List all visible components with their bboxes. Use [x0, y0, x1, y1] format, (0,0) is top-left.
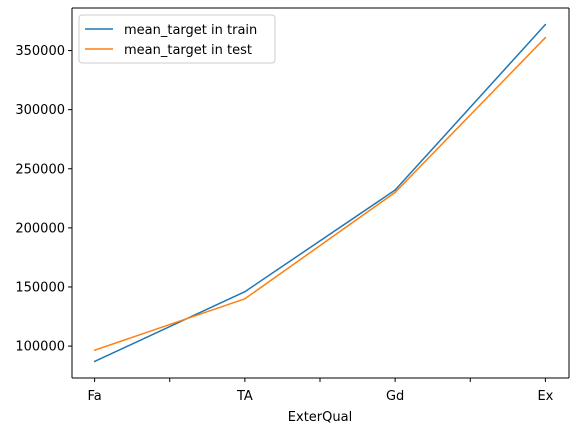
- y-tick-label: 150000: [15, 280, 65, 295]
- data-point: [394, 189, 396, 191]
- data-point: [244, 290, 246, 293]
- x-tick-label: Ex: [537, 389, 553, 404]
- x-axis-title: ExterQual: [288, 410, 352, 425]
- y-tick-label: 100000: [15, 340, 65, 355]
- data-point: [544, 23, 547, 26]
- x-axis: Fa TA Gd Ex: [87, 378, 554, 404]
- y-axis: 100000 150000 200000 250000 300000 350000: [15, 44, 72, 355]
- data-point: [244, 298, 246, 300]
- y-tick-label: 350000: [15, 44, 65, 59]
- data-point: [93, 349, 96, 351]
- data-point: [544, 36, 547, 39]
- data-point: [394, 191, 396, 194]
- legend-label-test: mean_target in test: [124, 43, 252, 58]
- legend-frame: [78, 14, 276, 64]
- y-tick-label: 200000: [15, 221, 65, 236]
- data-point: [93, 360, 96, 363]
- series-layer: [93, 23, 547, 363]
- x-tick-label: Gd: [386, 389, 404, 404]
- x-tick-label: TA: [236, 389, 253, 404]
- legend: mean_target in train mean_target in test: [78, 14, 276, 64]
- y-tick-label: 250000: [15, 162, 65, 177]
- plot-area: [72, 8, 569, 378]
- y-tick-label: 300000: [15, 103, 65, 118]
- series-line-train: [94, 24, 546, 363]
- legend-label-train: mean_target in train: [124, 23, 257, 38]
- x-tick-label: Fa: [87, 389, 101, 404]
- series-line-test: [94, 37, 546, 351]
